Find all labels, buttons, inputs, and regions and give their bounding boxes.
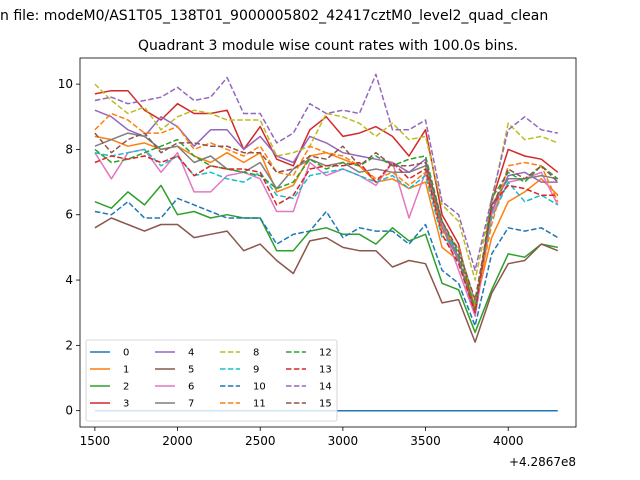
- series-line-14: [94, 73, 558, 272]
- legend-label-2: 2: [123, 382, 129, 393]
- x-tick-label: 3000: [328, 434, 359, 448]
- legend-label-4: 4: [188, 348, 194, 359]
- legend-label-1: 1: [123, 365, 129, 376]
- legend-label-10: 10: [253, 382, 266, 393]
- legend-label-15: 15: [319, 399, 332, 410]
- legend-label-13: 13: [319, 365, 332, 376]
- series-line-13: [94, 155, 558, 314]
- y-tick-label: 8: [65, 142, 73, 156]
- legend-label-3: 3: [123, 399, 129, 410]
- chart-title: Quadrant 3 module wise count rates with …: [138, 38, 518, 54]
- x-tick-label: 2000: [162, 434, 193, 448]
- series-line-6: [94, 148, 559, 317]
- x-tick-label: 4000: [493, 434, 524, 448]
- y-tick-label: 2: [65, 338, 73, 352]
- legend-label-9: 9: [253, 365, 259, 376]
- legend-label-12: 12: [319, 348, 332, 359]
- x-tick-label: 3500: [410, 434, 441, 448]
- axes-frame: [79, 57, 577, 428]
- legend-label-6: 6: [188, 382, 194, 393]
- legend-label-14: 14: [319, 382, 332, 393]
- x-tick-label: 2500: [245, 434, 276, 448]
- x-axis: 1500 2000 2500 3000 3500 4000: [80, 427, 524, 448]
- legend-box: [85, 339, 338, 422]
- x-offset-label: +4.2867e8: [509, 455, 576, 469]
- series-line-15: [94, 132, 559, 301]
- plot-area: [79, 57, 577, 428]
- series-line-2: [94, 184, 558, 334]
- series-line-8: [94, 83, 559, 281]
- legend-label-5: 5: [188, 365, 194, 376]
- legend-label-7: 7: [188, 399, 194, 410]
- x-tick-label: 1500: [80, 434, 111, 448]
- series-line-11: [94, 112, 559, 307]
- figure-suptitle: n file: modeM0/AS1T05_138T01_9000005802_…: [0, 8, 548, 24]
- legend-label-0: 0: [123, 348, 129, 359]
- legend-label-11: 11: [253, 399, 266, 410]
- legend-label-8: 8: [253, 348, 259, 359]
- y-tick-label: 6: [65, 208, 73, 222]
- series-layer: [94, 73, 559, 412]
- y-tick-label: 4: [65, 273, 73, 287]
- y-tick-label: 10: [58, 77, 73, 91]
- y-tick-label: 0: [65, 404, 73, 418]
- y-axis: 0 2 4 6 8 10: [58, 77, 80, 418]
- series-line-5: [94, 217, 559, 343]
